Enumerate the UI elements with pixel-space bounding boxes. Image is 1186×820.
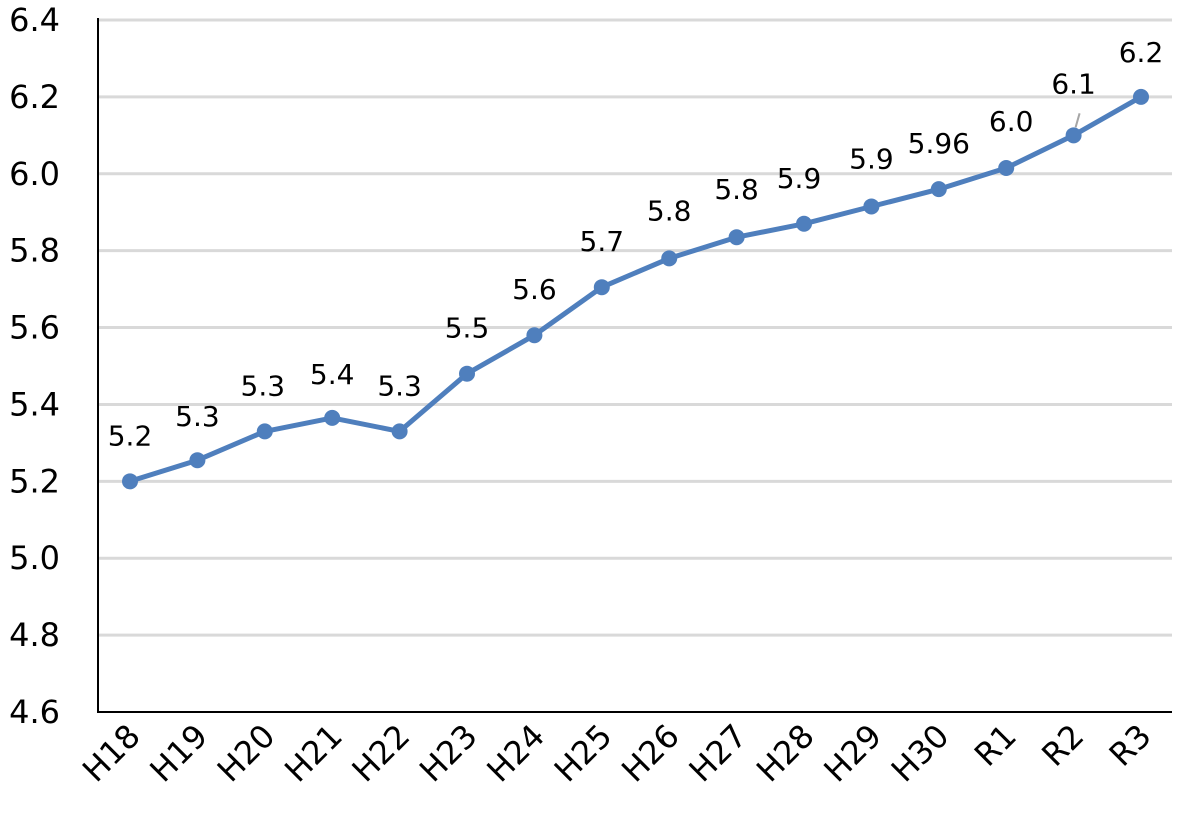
- data-point: [661, 250, 678, 267]
- data-label: 5.8: [647, 194, 692, 227]
- x-tick-label: H27: [682, 717, 755, 790]
- x-tick-label: H19: [142, 717, 215, 790]
- data-point: [256, 423, 273, 440]
- x-tick-label: H28: [749, 717, 822, 790]
- y-tick-label: 6.0: [9, 155, 60, 193]
- y-tick-label: 4.8: [9, 616, 60, 654]
- series-line: [127, 94, 1144, 484]
- y-tick-label: 5.0: [9, 539, 60, 577]
- data-point: [459, 365, 475, 382]
- data-point: [526, 327, 543, 344]
- y-axis-ticks: 4.6 4.8 5.0 5.2 5.4 5.6 5.8 6.0 6.2 6.4: [9, 1, 60, 731]
- data-label: 5.96: [908, 127, 970, 160]
- y-tick-label: 5.6: [9, 309, 60, 347]
- y-tick-label: 6.2: [9, 78, 60, 116]
- y-tick-label: 5.8: [9, 232, 60, 270]
- x-tick-label: H22: [345, 717, 418, 790]
- data-label: 5.3: [175, 400, 220, 433]
- x-tick-label: R2: [1034, 717, 1091, 774]
- series: [122, 88, 1149, 490]
- x-tick-label: H25: [547, 717, 620, 790]
- data-label: 6.2: [1119, 36, 1164, 69]
- data-labels: 5.2 5.3 5.3 5.4 5.3 5.5 5.6 5.7 5.8 5.8 5.9 5.9 5.96…: [108, 36, 1164, 452]
- x-tick-label: R1: [967, 717, 1024, 774]
- data-label: 5.9: [777, 162, 822, 195]
- leader-line: [1074, 113, 1081, 128]
- data-point: [998, 160, 1015, 177]
- data-point: [391, 423, 408, 440]
- data-label: 6.1: [1051, 67, 1096, 100]
- gridlines: [98, 18, 1172, 637]
- data-point: [728, 229, 745, 246]
- data-point: [796, 215, 812, 232]
- x-tick-label: H18: [75, 717, 148, 790]
- data-label: 5.6: [512, 273, 557, 306]
- data-point: [1133, 88, 1149, 105]
- data-point: [1065, 127, 1082, 144]
- y-tick-label: 5.2: [9, 462, 60, 500]
- data-label: 5.8: [714, 173, 759, 206]
- x-tick-label: H23: [412, 717, 485, 790]
- data-label: 6.0: [989, 105, 1034, 138]
- x-tick-label: H20: [210, 717, 283, 790]
- data-label: 5.7: [580, 225, 625, 258]
- data-point: [189, 452, 206, 469]
- axes: [97, 18, 1172, 713]
- data-label: 5.5: [445, 312, 490, 345]
- x-tick-label: R3: [1102, 717, 1159, 774]
- data-label: 5.3: [241, 369, 286, 402]
- data-label: 5.2: [108, 419, 153, 452]
- data-label: 5.9: [849, 142, 894, 175]
- x-tick-label: H24: [479, 717, 552, 790]
- data-label: 5.3: [377, 369, 422, 402]
- data-point: [593, 279, 610, 296]
- data-point: [324, 409, 341, 426]
- data-point: [863, 198, 880, 215]
- data-point: [122, 473, 138, 490]
- x-tick-label: H26: [614, 717, 687, 790]
- x-tick-label: H29: [816, 717, 889, 790]
- data-point: [930, 181, 947, 198]
- y-tick-label: 6.4: [9, 1, 60, 39]
- x-tick-label: H21: [277, 717, 350, 790]
- x-tick-label: H30: [884, 717, 957, 790]
- y-tick-label: 5.4: [9, 385, 60, 423]
- data-label: 5.4: [310, 358, 355, 391]
- y-tick-label: 4.6: [9, 693, 60, 731]
